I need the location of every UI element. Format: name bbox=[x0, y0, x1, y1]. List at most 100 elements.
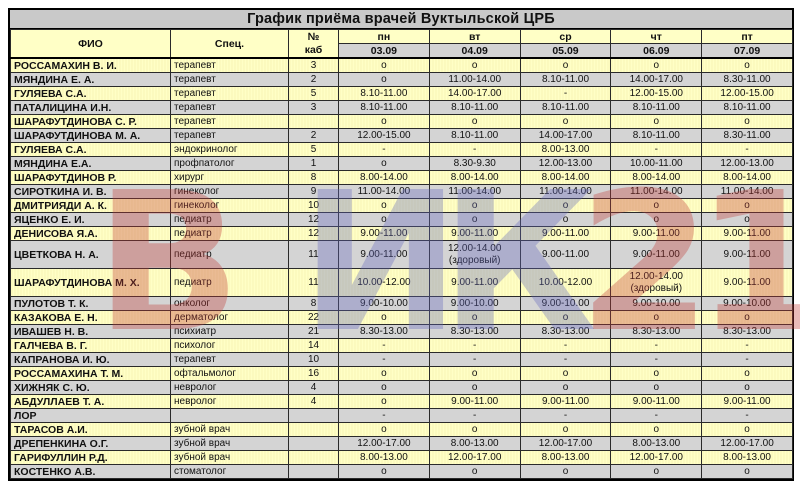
schedule-cell: - bbox=[701, 352, 793, 367]
schedule-cell: 8.10-11.00 bbox=[338, 86, 430, 101]
schedule-cell: о bbox=[701, 57, 793, 73]
schedule-cell: о bbox=[338, 72, 430, 87]
schedule-cell: - bbox=[338, 408, 430, 423]
table-row: ЦВЕТКОВА Н. А. педиатр 11 9.00-11.00 12.00-1… bbox=[10, 240, 793, 269]
table-row: ГУЛЯЕВА С.А. терапевт 5 8.10-11.00 14.00-17.… bbox=[10, 86, 793, 101]
date-header: 07.09 bbox=[701, 43, 793, 59]
specialty-cell: онколог bbox=[170, 296, 289, 311]
schedule-cell: 9.00-10.00 bbox=[519, 296, 612, 311]
table-row: ИВАШЕВ Н. В. психиатр 21 8.30-13.00 8.30-13.… bbox=[10, 324, 793, 339]
schedule-cell: о bbox=[338, 156, 430, 171]
doctor-name-cell: КАПРАНОВА И. Ю. bbox=[10, 352, 171, 367]
schedule-cell: 11.00-14.00 bbox=[519, 184, 612, 199]
room-cell: 3 bbox=[288, 100, 339, 115]
schedule-cell: 9.00-11.00 bbox=[519, 394, 612, 409]
table-row: КАЗАКОВА Е. Н. дерматолог 22 о о о о о bbox=[10, 310, 793, 325]
schedule-cell: - bbox=[338, 338, 430, 353]
table-row: КОСТЕНКО А.В. стоматолог о о о о о bbox=[10, 464, 793, 479]
schedule-cell: о bbox=[428, 310, 521, 325]
schedule-cell: - bbox=[519, 352, 612, 367]
schedule-cell: 10.00-12.00 bbox=[338, 268, 430, 297]
schedule-cell: 8.00-14.00 bbox=[428, 170, 521, 185]
room-cell: 12 bbox=[288, 212, 339, 227]
schedule-cell: о bbox=[701, 198, 793, 213]
table-row: АБДУЛЛАЕВ Т. А. невролог 4 о 9.00-11.00 9.00-… bbox=[10, 394, 793, 409]
table-row: ГАЛЧЕВА В. Г. психолог 14- - - - - bbox=[10, 338, 793, 353]
col-header-cab-line2: каб bbox=[304, 43, 323, 56]
schedule-cell: о bbox=[338, 212, 430, 227]
day-header: вт bbox=[428, 29, 521, 44]
schedule-cell: - bbox=[519, 408, 612, 423]
schedule-cell: о bbox=[701, 310, 793, 325]
schedule-cell: 8.30-13.00 bbox=[338, 324, 430, 339]
room-cell: 14 bbox=[288, 338, 339, 353]
doctor-name-cell: ХИЖНЯК С. Ю. bbox=[10, 380, 171, 395]
table-row: ЯЦЕНКО Е. И. педиатр 12 о о о о о bbox=[10, 212, 793, 227]
schedule-cell: о bbox=[701, 212, 793, 227]
schedule-cell: о bbox=[338, 380, 430, 395]
schedule-cell: о bbox=[610, 464, 703, 479]
schedule-cell: о bbox=[519, 380, 612, 395]
schedule-cell: о bbox=[610, 422, 703, 437]
table-row: МЯНДИНА Е.А. профпатолог 1 о 8.30-9.30 12.00-… bbox=[10, 156, 793, 171]
doctor-name-cell: МЯНДИНА Е. А. bbox=[10, 72, 171, 87]
specialty-cell: терапевт bbox=[170, 86, 289, 101]
doctor-name-cell: ТАРАСОВ А.И. bbox=[10, 422, 171, 437]
schedule-cell: о bbox=[428, 212, 521, 227]
specialty-cell: терапевт bbox=[170, 114, 289, 129]
table-row: ПАТАЛИЦИНА И.Н. терапевт 3 8.10-11.00 8.10-1… bbox=[10, 100, 793, 115]
schedule-cell: 12.00-17.00 bbox=[519, 436, 612, 451]
schedule-cell: - bbox=[428, 352, 521, 367]
doctor-name-cell: ЦВЕТКОВА Н. А. bbox=[10, 240, 171, 269]
schedule-cell: о bbox=[338, 114, 430, 129]
table-row: ТАРАСОВ А.И. зубной врач о о о о о bbox=[10, 422, 793, 437]
page-title: График приёма врачей Вуктыльской ЦРБ bbox=[10, 10, 792, 29]
table-row: КАПРАНОВА И. Ю. терапевт 10- - - - - bbox=[10, 352, 793, 367]
day-header: пн bbox=[338, 29, 430, 44]
schedule-cell: 8.30-13.00 bbox=[610, 324, 703, 339]
schedule-cell: 8.30-13.00 bbox=[701, 324, 793, 339]
specialty-cell: психиатр bbox=[170, 324, 289, 339]
schedule-cell: 12.00-13.00 bbox=[519, 156, 612, 171]
schedule-cell: - bbox=[610, 408, 703, 423]
specialty-cell: педиатр bbox=[170, 212, 289, 227]
schedule-cell: о bbox=[428, 57, 521, 73]
schedule-cell: 8.10-11.00 bbox=[519, 100, 612, 115]
schedule-cell: - bbox=[610, 352, 703, 367]
schedule-cell: 8.10-11.00 bbox=[701, 100, 793, 115]
table-row: ШАРАФУТДИНОВА М. Х. педиатр 11 10.00-12.00 9… bbox=[10, 268, 793, 297]
room-cell: 21 bbox=[288, 324, 339, 339]
schedule-cell: 10.00-11.00 bbox=[610, 156, 703, 171]
room-cell: 2 bbox=[288, 72, 339, 87]
specialty-cell: гинеколог bbox=[170, 198, 289, 213]
schedule-cell: 9.00-11.00 bbox=[428, 226, 521, 241]
table-row: ШАРАФУТДИНОВ Р. хирург 8 8.00-14.00 8.00-14.… bbox=[10, 170, 793, 185]
schedule-cell: 12.00-17.00 bbox=[701, 436, 793, 451]
specialty-cell: психолог bbox=[170, 338, 289, 353]
specialty-cell: хирург bbox=[170, 170, 289, 185]
schedule-cell: 11.00-14.00 bbox=[428, 72, 521, 87]
table-row: РОССАМАХИНА Т. М. офтальмолог 16 о о о о о bbox=[10, 366, 793, 381]
schedule-cell: о bbox=[338, 57, 430, 73]
schedule-cell: 12.00-15.00 bbox=[610, 86, 703, 101]
schedule-cell: 12.00-17.00 bbox=[338, 436, 430, 451]
schedule-cell: 9.00-11.00 bbox=[701, 226, 793, 241]
schedule-cell: о bbox=[338, 198, 430, 213]
schedule-cell: 8.00-13.00 bbox=[519, 142, 612, 157]
schedule-cell: о bbox=[610, 380, 703, 395]
schedule-cell: о bbox=[519, 212, 612, 227]
specialty-cell: дерматолог bbox=[170, 310, 289, 325]
schedule-cell: о bbox=[338, 422, 430, 437]
schedule-cell: о bbox=[610, 198, 703, 213]
specialty-cell: невролог bbox=[170, 394, 289, 409]
schedule-cell: о bbox=[610, 57, 703, 73]
specialty-cell: терапевт bbox=[170, 352, 289, 367]
schedule-cell: 12.00-14.00 (здоровый) bbox=[610, 268, 703, 297]
schedule-cell: о bbox=[701, 422, 793, 437]
specialty-cell: педиатр bbox=[170, 268, 289, 297]
schedule-cell: - bbox=[610, 142, 703, 157]
schedule-cell: 8.00-14.00 bbox=[519, 170, 612, 185]
schedule-cell: 8.30-11.00 bbox=[701, 128, 793, 143]
schedule-cell: о bbox=[519, 422, 612, 437]
doctor-name-cell: ГАЛЧЕВА В. Г. bbox=[10, 338, 171, 353]
